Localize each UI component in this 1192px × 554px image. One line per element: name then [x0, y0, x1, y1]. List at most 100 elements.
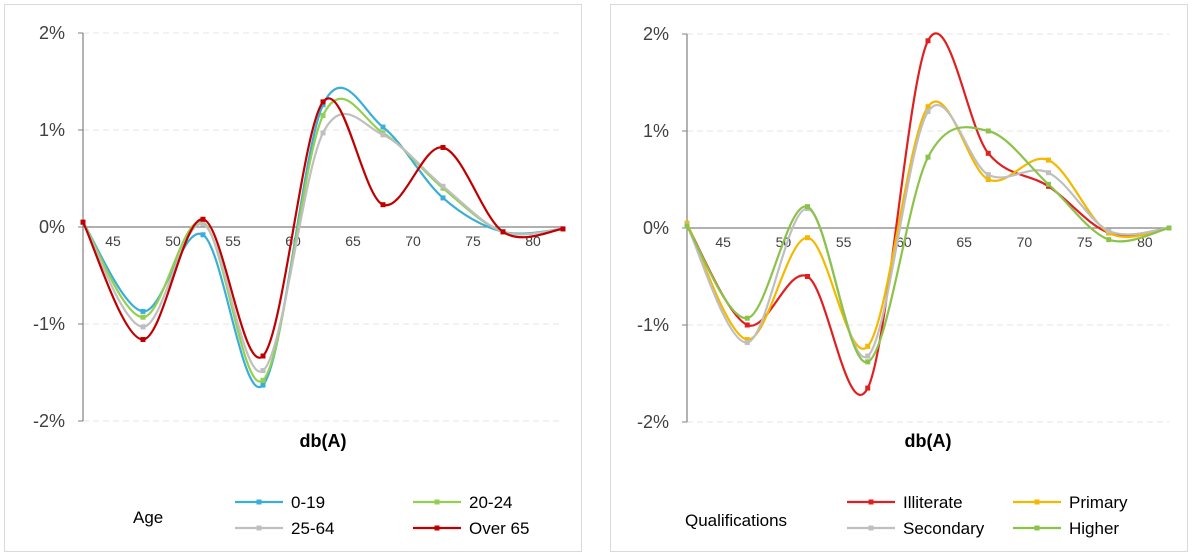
legend-marker	[434, 499, 440, 505]
data-point	[925, 154, 931, 160]
data-point	[925, 104, 931, 110]
y-tick-label: -2%	[637, 412, 669, 432]
data-point	[805, 235, 810, 241]
series-line-primary	[686, 100, 1170, 350]
data-point	[1046, 181, 1051, 187]
y-tick-label: 2%	[39, 23, 65, 43]
data-point	[744, 322, 750, 328]
x-tick-label: 45	[105, 233, 121, 249]
x-tick-label: 70	[1017, 234, 1033, 250]
data-point	[440, 183, 446, 189]
chart-panel-qualifications: 2% 1% 0% -1% -2% 45 50 55 60 65 70 75 80 db(A) Qualifi…	[610, 4, 1188, 552]
data-point	[1106, 228, 1112, 234]
legend-title: Age	[133, 508, 163, 527]
data-point	[200, 216, 206, 222]
data-point	[1046, 157, 1051, 163]
x-tick-label: 50	[165, 233, 181, 249]
x-tick-label: 45	[715, 234, 731, 250]
data-point	[560, 226, 566, 232]
data-point	[200, 221, 206, 227]
data-point	[200, 232, 206, 238]
legend-label: 0-19	[291, 493, 325, 512]
data-point	[684, 223, 690, 229]
data-point	[744, 339, 750, 345]
data-point	[320, 130, 326, 136]
data-point	[260, 368, 266, 374]
data-point	[260, 382, 266, 388]
legend-label: Over 65	[469, 519, 529, 538]
x-tick-label: 65	[345, 233, 361, 249]
y-tick-label: 1%	[39, 120, 65, 140]
y-tick-label: 2%	[643, 24, 669, 44]
y-tick-label: 1%	[643, 121, 669, 141]
y-tick-label: 0%	[643, 218, 669, 238]
data-point	[1166, 225, 1172, 231]
data-point	[744, 337, 750, 343]
series-line-secondary	[686, 103, 1170, 359]
data-point	[140, 337, 146, 343]
legend-label: Secondary	[903, 519, 985, 538]
data-point	[140, 324, 146, 330]
data-point	[440, 144, 446, 150]
age-chart: 2%1%0%-1%-2%45 50 55 60 65 70 75 80db(A)Age0-19…	[33, 23, 566, 538]
series-line-illiterate	[686, 32, 1170, 396]
data-point	[925, 109, 931, 115]
y-tick-label: -1%	[33, 314, 65, 334]
x-tick-label: 55	[836, 234, 852, 250]
y-tick-label: -2%	[33, 411, 65, 431]
x-axis-title: db(A)	[300, 431, 347, 451]
qualifications-chart: 2%1%0%-1%-2%45 50 55 60 65 70 75 80db(A)Qualifi…	[637, 24, 1172, 538]
legend-marker	[1034, 499, 1040, 505]
legend-label: Higher	[1069, 519, 1119, 538]
data-point	[140, 308, 146, 314]
data-point	[805, 204, 810, 210]
data-point	[865, 359, 871, 365]
x-tick-label: 55	[225, 233, 241, 249]
legend-marker	[868, 525, 874, 531]
legend-label: Primary	[1069, 493, 1128, 512]
series-line-higher	[686, 126, 1170, 364]
legend-marker	[1034, 525, 1040, 531]
x-tick-label: 70	[405, 233, 421, 249]
data-point	[985, 150, 991, 156]
legend-marker	[256, 525, 262, 531]
data-point	[380, 124, 386, 130]
data-point	[1106, 237, 1112, 243]
data-point	[985, 172, 991, 178]
data-point	[320, 112, 326, 118]
legend-title: Qualifications	[685, 511, 787, 530]
data-point	[260, 353, 266, 359]
data-point	[985, 177, 991, 182]
data-point	[865, 385, 871, 391]
series-line-25-64	[82, 112, 564, 373]
legend-marker	[868, 499, 874, 505]
data-point	[380, 202, 386, 208]
y-tick-label: -1%	[637, 315, 669, 335]
data-point	[440, 195, 446, 201]
data-point	[260, 377, 266, 383]
data-point	[925, 38, 931, 44]
legend-label: 25-64	[291, 519, 334, 538]
data-point	[865, 343, 871, 349]
data-point	[320, 102, 326, 108]
x-tick-label: 75	[465, 233, 481, 249]
x-tick-label: 65	[956, 234, 972, 250]
chart-panel-age: 2% 1% 0% -1% -2% 45 50 55 60 65 70 75 80 db(A) Age 0-19…	[4, 4, 582, 552]
data-point	[985, 128, 991, 134]
data-point	[805, 274, 810, 279]
legend-marker	[256, 499, 262, 505]
data-point	[80, 219, 86, 225]
x-tick-label: 75	[1077, 234, 1093, 250]
legend-label: 20-24	[469, 493, 512, 512]
data-point	[865, 353, 871, 359]
data-point	[500, 229, 506, 235]
data-point	[744, 315, 750, 321]
data-point	[1046, 170, 1051, 176]
data-point	[140, 314, 146, 320]
data-point	[320, 99, 326, 105]
series-line-over-65	[82, 97, 564, 359]
legend-marker	[434, 525, 440, 531]
legend-label: Illiterate	[903, 493, 963, 512]
data-point	[380, 132, 386, 138]
series-line-20-24	[82, 97, 564, 383]
